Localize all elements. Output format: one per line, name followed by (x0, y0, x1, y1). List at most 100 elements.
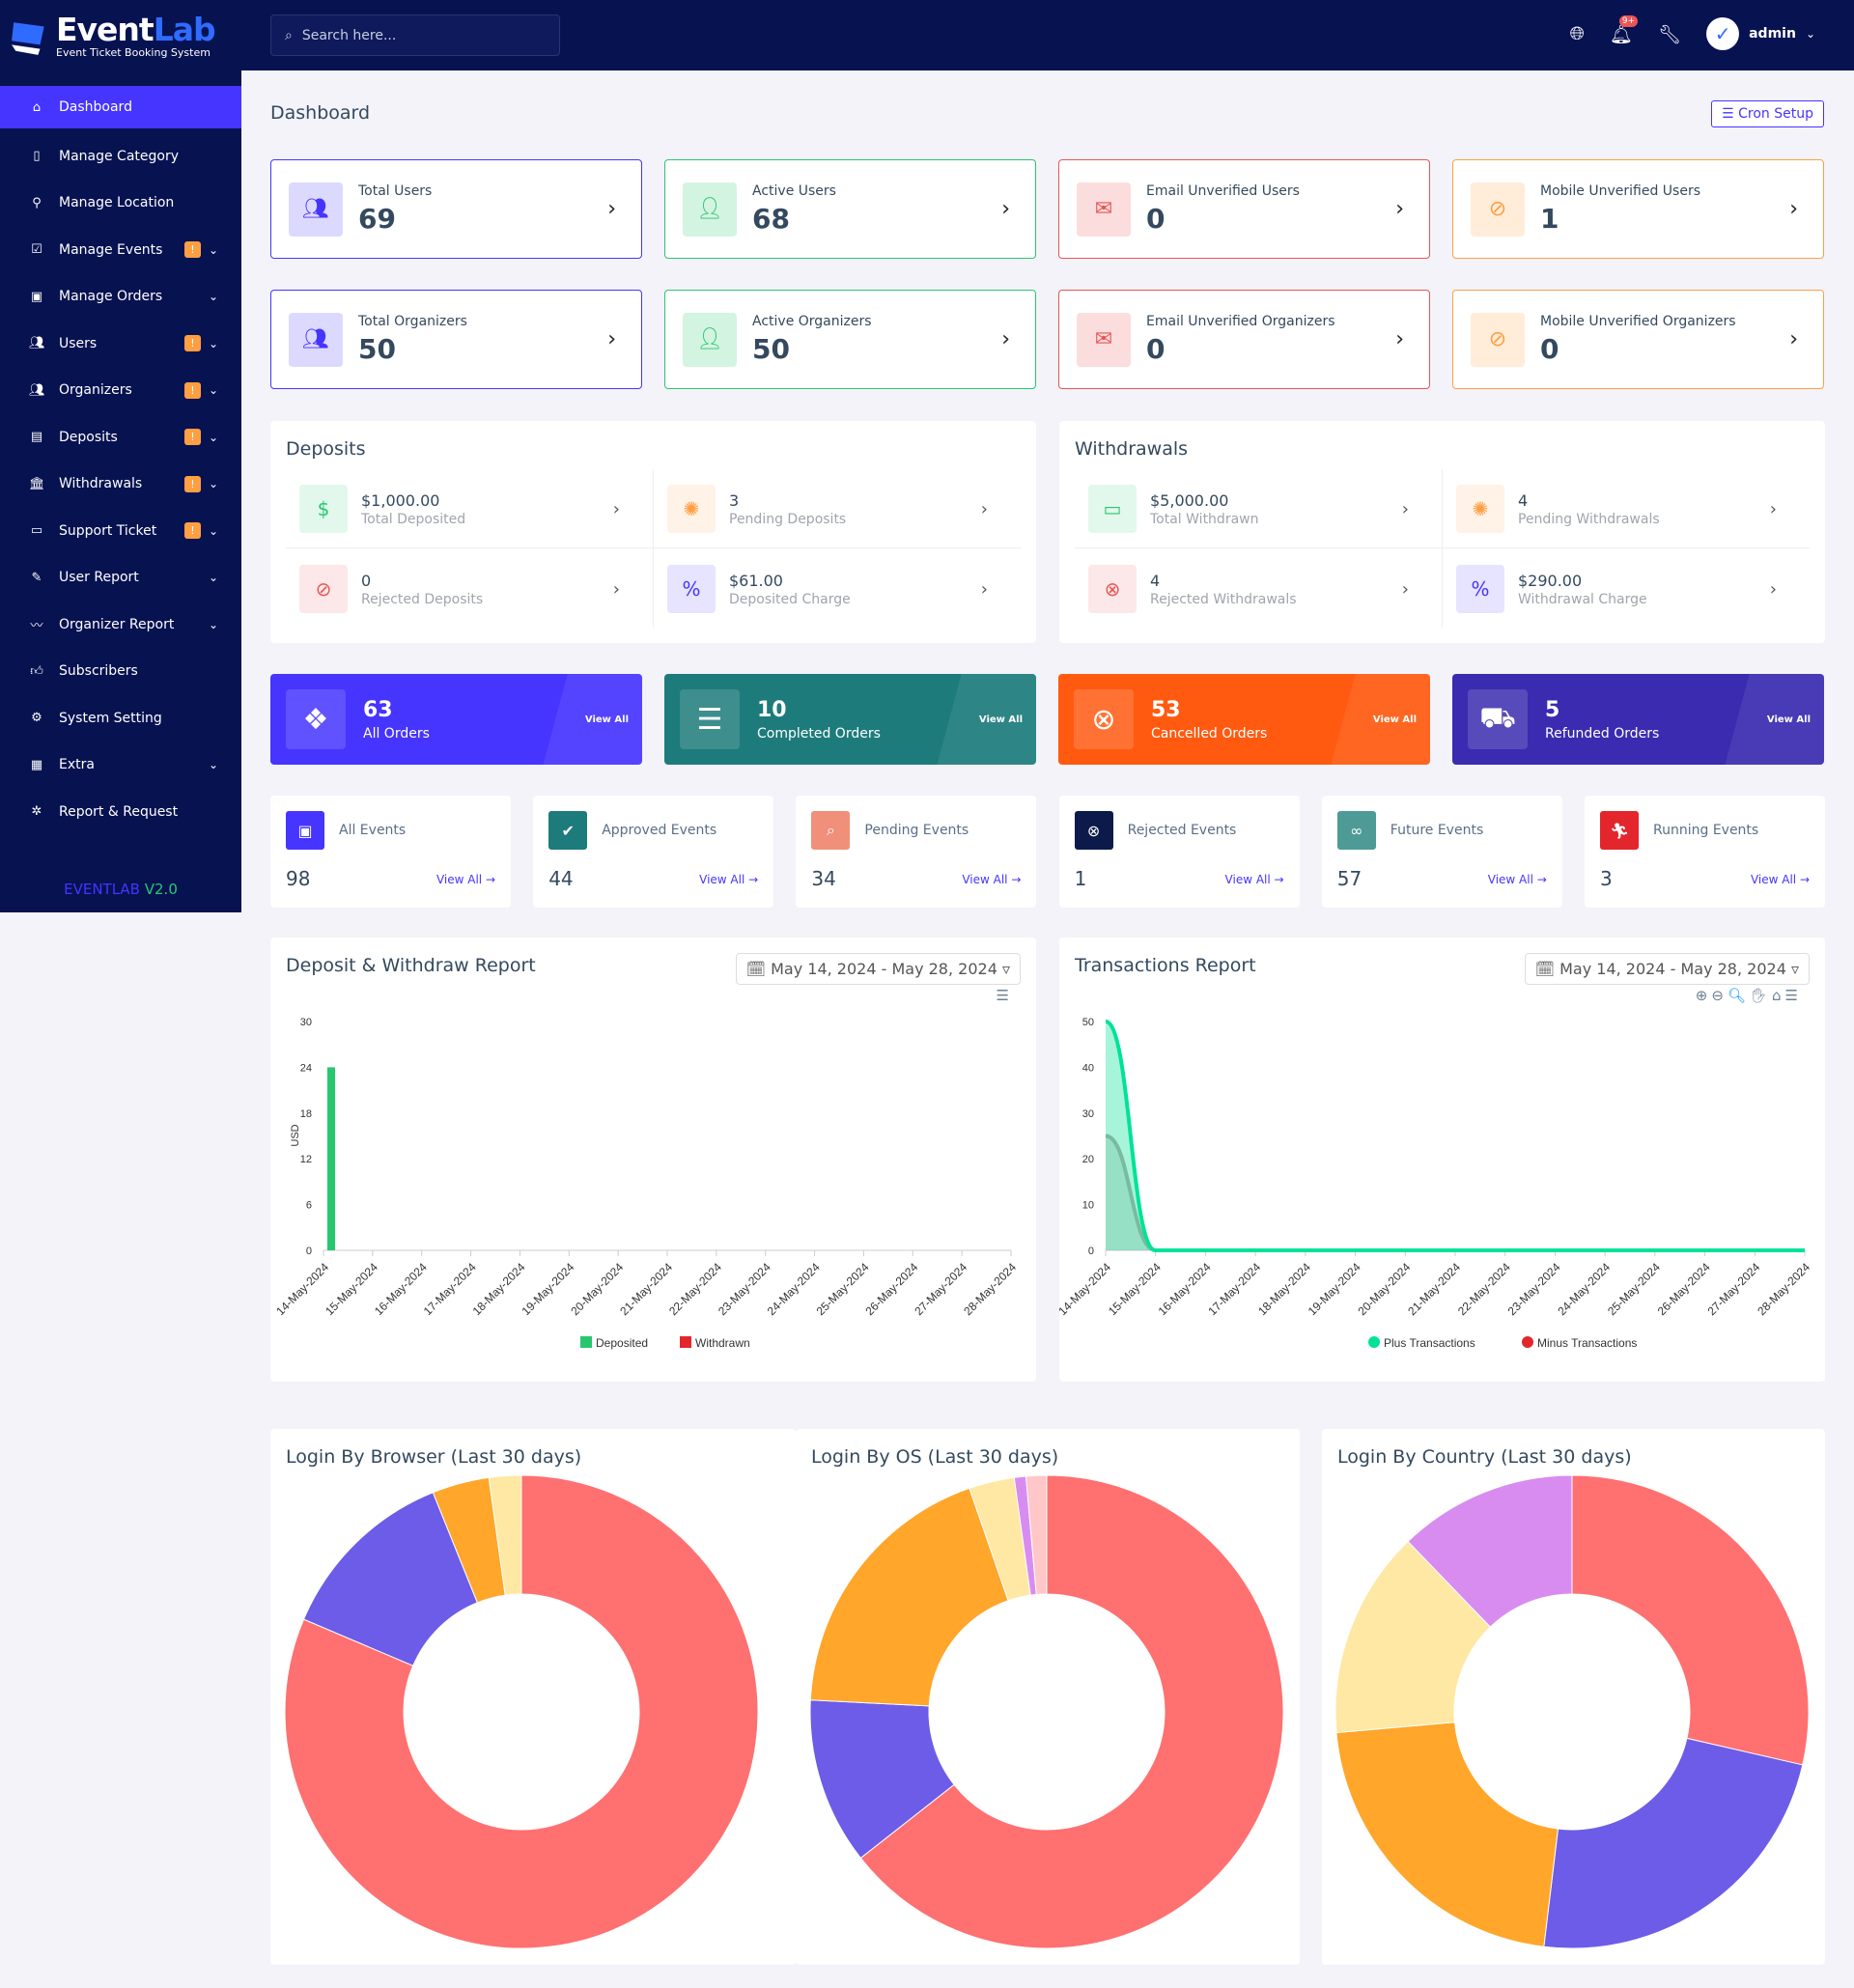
item-value: $5,000.00 (1150, 490, 1229, 510)
withdrawals-panel: Withdrawals ▭ $5,000.00 Total Withdrawn ›… (1059, 421, 1825, 643)
event-label: Approved Events (602, 823, 717, 838)
logo[interactable]: EventLab Event Ticket Booking System (10, 11, 216, 59)
view-all-link[interactable]: View All (584, 714, 629, 725)
order-summary-card[interactable]: ⛟ 5 Refunded Orders View All (1452, 674, 1824, 765)
widget-card[interactable]: 👤︎ Active Organizers 50 › (664, 290, 1036, 389)
ticket-logo-icon (12, 21, 44, 55)
date-range-picker[interactable]: 🗓︎ May 14, 2024 - May 28, 2024 ▿ (735, 953, 1021, 985)
widget-card[interactable]: 👥︎ Total Users 69 › (270, 159, 642, 259)
reset-home-icon[interactable]: ⌂ (1772, 987, 1785, 1004)
donut-slice[interactable] (488, 1474, 522, 1596)
widget-card[interactable]: 👥︎ Total Organizers 50 › (270, 290, 642, 389)
notification-bell-icon[interactable]: 🔔︎ 9+ (1610, 14, 1639, 45)
sidebar-item-withdrawals[interactable]: 🏛︎ Withdrawals ! ⌄ (0, 461, 241, 508)
donut-slice[interactable] (1571, 1474, 1810, 1766)
view-all-link[interactable]: View All → (699, 873, 759, 886)
sidebar-item-dashboard[interactable]: ⌂ Dashboard (0, 86, 241, 128)
view-all-link[interactable]: View All → (1487, 873, 1547, 886)
donut-slice[interactable] (1025, 1474, 1048, 1596)
sidebar-item-deposits[interactable]: ▤ Deposits ! ⌄ (0, 414, 241, 462)
view-all-link[interactable]: View All (1372, 714, 1417, 725)
zoom-in-icon[interactable]: ⊕ (1695, 987, 1712, 1004)
sidebar-item-support-ticket[interactable]: ▭ Support Ticket ! ⌄ (0, 508, 241, 555)
view-all-link[interactable]: View All → (1224, 873, 1284, 886)
withdrawals-item[interactable]: ✺ 4 Pending Withdrawals › (1443, 469, 1800, 548)
deposits-item[interactable]: $ $1,000.00 Total Deposited › (286, 469, 643, 548)
view-all-link[interactable]: View All (978, 714, 1023, 725)
zoom-out-icon[interactable]: ⊖ (1711, 987, 1728, 1004)
deposits-item[interactable]: ✺ 3 Pending Deposits › (654, 469, 1011, 548)
sidebar-item-organizer-report[interactable]: 〰 Organizer Report ⌄ (0, 602, 241, 649)
event-summary-card: ∞ Future Events 57 View All → (1321, 796, 1562, 908)
chevron-right-icon: › (1401, 498, 1409, 519)
alert-badge: ! (184, 241, 201, 259)
avatar: ✓ (1706, 17, 1740, 50)
chart-menu-icon[interactable]: ☰ (1784, 987, 1802, 1004)
order-summary-card[interactable]: ⊗ 53 Cancelled Orders View All (1058, 674, 1430, 765)
view-all-link[interactable]: View All (1766, 714, 1811, 725)
cron-setup-button[interactable]: ☰ Cron Setup (1711, 100, 1824, 127)
item-label: Deposited Charge (729, 591, 851, 607)
withdrawals-item[interactable]: ▭ $5,000.00 Total Withdrawn › (1075, 469, 1432, 548)
order-count: 63 (363, 697, 393, 722)
view-all-link[interactable]: View All → (435, 873, 495, 886)
donut-slice[interactable] (1334, 1540, 1492, 1734)
widget-card[interactable]: ⊘ Mobile Unverified Users 1 › (1452, 159, 1824, 259)
view-all-link[interactable]: View All → (962, 873, 1022, 886)
deposits-item[interactable]: ⊘ 0 Rejected Deposits › (286, 549, 643, 629)
close-circle-icon: ⊗ (1074, 811, 1113, 850)
event-label: Running Events (1653, 823, 1759, 838)
search-input[interactable]: ⌕ Search here... (270, 14, 560, 56)
sidebar-item-user-report[interactable]: ✎ User Report ⌄ (0, 554, 241, 602)
pan-icon[interactable]: ✋︎ (1749, 987, 1773, 1004)
globe-icon[interactable]: 🌐︎ (1569, 23, 1585, 44)
widget-card[interactable]: ✉ Email Unverified Organizers 0 › (1058, 290, 1430, 389)
widget-label: Mobile Unverified Users (1540, 183, 1701, 199)
sidebar-item-label: Withdrawals (59, 476, 143, 492)
chevron-right-icon: › (1789, 197, 1798, 221)
sidebar-item-users[interactable]: 👥︎ Users ! ⌄ (0, 321, 241, 368)
users-icon: 👥︎ (29, 382, 45, 398)
chevron-down-icon: ⌄ (209, 617, 219, 631)
donut-slice[interactable] (1407, 1474, 1573, 1628)
close-circle-icon: ⊗ (1074, 689, 1134, 749)
thumbs-up-icon: 👍︎ (30, 663, 43, 679)
sidebar-item-manage-location[interactable]: ⚲ Manage Location (0, 180, 241, 227)
sidebar-item-manage-category[interactable]: ▯ Manage Category (0, 133, 241, 181)
widget-card[interactable]: ⊘ Mobile Unverified Organizers 0 › (1452, 290, 1824, 389)
deposits-item[interactable]: % $61.00 Deposited Charge › (654, 549, 1011, 629)
sidebar-item-report-request[interactable]: ✲ Report & Request (0, 789, 241, 836)
donut-slice[interactable] (284, 1474, 759, 1949)
item-label: Rejected Deposits (361, 591, 484, 607)
version-number: V2.0 (144, 881, 178, 898)
order-summary-card[interactable]: ☰ 10 Completed Orders View All (664, 674, 1036, 765)
sidebar-item-manage-events[interactable]: ☑ Manage Events ! ⌄ (0, 227, 241, 274)
date-range-picker[interactable]: 🗓︎ May 14, 2024 - May 28, 2024 ▿ (1524, 953, 1810, 985)
widget-card[interactable]: ✉ Email Unverified Users 0 › (1058, 159, 1430, 259)
donut-slice[interactable] (859, 1474, 1284, 1949)
donut-slice[interactable] (809, 1487, 1009, 1707)
chart-menu-icon[interactable]: ☰ (996, 987, 1013, 1004)
sidebar-item-organizers[interactable]: 👥︎ Organizers ! ⌄ (0, 367, 241, 414)
withdrawals-item[interactable]: ⊗ 4 Rejected Withdrawals › (1075, 549, 1432, 629)
sidebar-item-subscribers[interactable]: 👍︎ Subscribers (0, 648, 241, 695)
alert-badge: ! (184, 335, 201, 352)
sidebar: EventLab Event Ticket Booking System ⌂ D… (0, 0, 241, 912)
user-menu[interactable]: ✓ admin ⌄ (1706, 17, 1815, 50)
sidebar-item-system-setting[interactable]: ⚙ System Setting (0, 695, 241, 742)
view-all-link[interactable]: View All → (1750, 873, 1810, 886)
event-summary-card: ⊗ Rejected Events 1 View All → (1058, 796, 1300, 908)
donut-slice[interactable] (1543, 1737, 1804, 1949)
order-summary-card[interactable]: ❖ 63 All Orders View All (270, 674, 642, 765)
zoom-select-icon[interactable]: 🔍︎ (1727, 987, 1750, 1004)
wrench-icon[interactable]: 🔧︎ (1657, 23, 1682, 45)
donut-slice[interactable] (1335, 1722, 1559, 1947)
sidebar-item-manage-orders[interactable]: ▣ Manage Orders ⌄ (0, 273, 241, 321)
search-placeholder: Search here... (301, 27, 397, 43)
sidebar-item-extra[interactable]: ▦ Extra ⌄ (0, 742, 241, 789)
sidebar-item-label: Manage Category (59, 148, 180, 164)
widget-card[interactable]: 👤︎ Active Users 68 › (664, 159, 1036, 259)
order-label: All Orders (363, 725, 430, 742)
brand-name-accent: Lab (153, 11, 216, 48)
withdrawals-item[interactable]: % $290.00 Withdrawal Charge › (1443, 549, 1800, 629)
